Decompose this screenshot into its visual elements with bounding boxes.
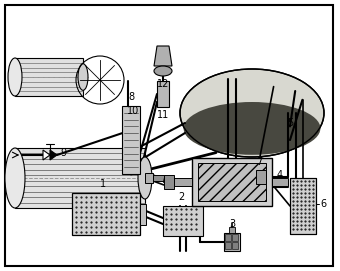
Bar: [163, 206, 203, 236]
Ellipse shape: [180, 69, 324, 157]
Polygon shape: [43, 150, 50, 160]
Bar: [224, 233, 240, 251]
Ellipse shape: [154, 66, 172, 76]
Bar: [198, 163, 266, 201]
Text: 10: 10: [127, 106, 139, 116]
Text: 8: 8: [128, 92, 134, 102]
Text: 5: 5: [287, 118, 293, 128]
Text: 4: 4: [277, 170, 283, 180]
Bar: [164, 175, 174, 189]
Text: 3: 3: [229, 219, 235, 229]
Bar: [225, 242, 231, 249]
Bar: [145, 173, 153, 183]
Bar: [172, 178, 192, 186]
Text: 7: 7: [256, 157, 262, 167]
Bar: [290, 178, 316, 234]
Text: 11: 11: [157, 110, 169, 120]
Ellipse shape: [5, 148, 25, 208]
Ellipse shape: [138, 157, 152, 199]
Bar: [229, 227, 235, 233]
Bar: [192, 158, 272, 206]
Bar: [140, 204, 146, 224]
Bar: [232, 242, 238, 249]
Bar: [225, 234, 231, 241]
Bar: [153, 175, 165, 181]
Text: 6: 6: [320, 199, 326, 209]
Text: 2: 2: [178, 192, 184, 202]
Bar: [15, 148, 145, 208]
Ellipse shape: [184, 102, 320, 155]
Bar: [72, 193, 140, 235]
Bar: [15, 58, 83, 96]
Bar: [157, 81, 169, 107]
Polygon shape: [50, 150, 57, 160]
Bar: [122, 106, 140, 174]
Bar: [256, 170, 266, 184]
Bar: [232, 234, 238, 241]
Polygon shape: [154, 46, 172, 66]
Bar: [290, 178, 316, 234]
Bar: [272, 178, 288, 186]
Text: 9: 9: [60, 148, 66, 158]
Text: 12: 12: [157, 79, 169, 89]
Text: 1: 1: [100, 179, 106, 189]
Ellipse shape: [78, 64, 88, 90]
Ellipse shape: [8, 58, 22, 96]
